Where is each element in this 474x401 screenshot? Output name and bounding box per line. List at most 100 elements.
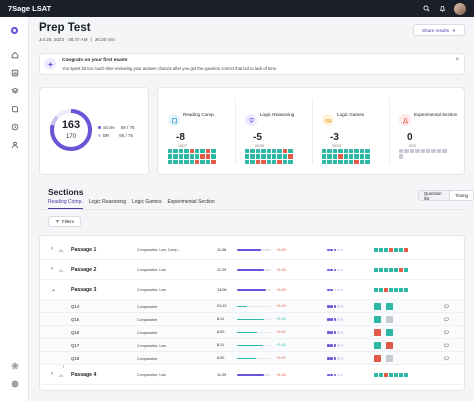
search-icon[interactable] <box>422 4 431 13</box>
gear-icon[interactable] <box>9 378 20 389</box>
answer-square <box>374 373 378 377</box>
tab-logic-reasoning[interactable]: Logic Reasoning <box>88 199 126 205</box>
chart-icon[interactable] <box>9 67 20 78</box>
time-diff: +4:28 <box>276 267 286 272</box>
test-duration: 36:20 min <box>94 37 115 42</box>
top-bar: 7Sage LSAT <box>0 0 474 17</box>
comment-icon[interactable] <box>443 330 449 335</box>
passage-row[interactable]: ⌄ Passage 3 Comparative, Law 13:06 +4:09 <box>40 280 464 300</box>
home-icon[interactable] <box>9 49 20 60</box>
difficulty-dots <box>327 344 344 347</box>
tab-reading-comp[interactable]: Reading Comp. <box>48 199 83 209</box>
question-row[interactable]: Q15 Comparative 8:11 +2:18 <box>40 313 464 326</box>
users-icon[interactable] <box>9 139 20 150</box>
difficulty-dots <box>327 288 344 292</box>
section-name: Logic Reasoning <box>260 112 295 117</box>
difficulty-dot <box>340 268 344 272</box>
time-spent: 11:29 <box>217 267 227 272</box>
answer-square <box>255 149 261 154</box>
avatar[interactable] <box>454 2 466 15</box>
comment-icon[interactable] <box>443 304 449 309</box>
question-row[interactable]: Q14 Comparative 01:12 +4:09 <box>40 300 464 313</box>
difficulty-dot <box>327 318 330 321</box>
timing-toggle[interactable]: Timing <box>448 191 473 200</box>
answer-grid <box>322 149 371 165</box>
question-name[interactable]: Q14 <box>71 304 80 309</box>
section-summary-2[interactable]: Logic Games -3 20/23 <box>312 88 389 176</box>
section-summary-1[interactable]: Logic Reasoning -5 20/25 <box>235 88 312 176</box>
passage-name[interactable]: Passage 2 <box>71 267 97 273</box>
difficulty-dot <box>327 357 330 360</box>
bell-icon[interactable] <box>438 4 447 13</box>
answer-square <box>332 159 338 165</box>
time-bar-fill <box>237 269 264 271</box>
answer-square <box>173 154 178 159</box>
question-name[interactable]: Q16 <box>71 330 80 335</box>
book-icon[interactable] <box>9 103 20 114</box>
answer-square <box>288 154 293 159</box>
tab-experimental[interactable]: Experimental Section <box>167 199 215 205</box>
passage-row[interactable]: › 8s Passage 1 Comparative, Law, Comp... 11:… <box>40 240 464 260</box>
question-row[interactable]: Q17 Comparative, Law 8:11 +2:18 <box>40 339 464 352</box>
section-summary-3[interactable]: Experimental Section 0 0/10 <box>389 88 466 176</box>
time-spent: 6:20 <box>217 356 225 361</box>
brand-logo[interactable]: 7Sage LSAT <box>8 4 52 13</box>
score-arc <box>50 109 92 151</box>
answer-square <box>271 154 277 159</box>
share-results-button[interactable]: Share results <box>413 24 465 36</box>
answer-square <box>189 159 194 165</box>
answer-square <box>379 248 383 252</box>
chevron-icon[interactable]: › <box>51 371 53 377</box>
answer-square <box>399 288 403 292</box>
chevron-icon[interactable]: › <box>51 246 53 252</box>
settings-icon[interactable] <box>9 360 20 371</box>
question-row[interactable]: Q16 Comparative 6:20 +4:00 <box>40 326 464 339</box>
logo-icon[interactable] <box>9 25 20 36</box>
question-type: Comparative <box>137 304 158 309</box>
comment-icon[interactable] <box>443 317 449 322</box>
question-name[interactable]: Q15 <box>71 317 80 322</box>
answer-square <box>394 248 398 252</box>
section-summary-0[interactable]: Reading Comp. -8 19/27 <box>158 88 235 176</box>
chevron-icon[interactable]: › <box>51 266 53 272</box>
passage-name[interactable]: Passage 4 <box>71 372 97 378</box>
tab-logic-games[interactable]: Logic Games <box>132 199 162 205</box>
answer-square <box>255 159 261 165</box>
answer-square <box>409 149 415 154</box>
answer-square <box>354 149 359 154</box>
difficulty-dot <box>340 331 344 334</box>
section-fraction: 20/25 <box>255 144 264 148</box>
question-name[interactable]: Q18 <box>71 356 80 361</box>
time-bar-fill <box>237 357 256 360</box>
answer-square <box>332 149 338 154</box>
question-list-toggle[interactable]: Question list <box>419 191 449 200</box>
passage-name[interactable]: Passage 3 <box>71 287 97 293</box>
difficulty-dot <box>333 288 337 292</box>
filters-button[interactable]: Filters <box>48 216 81 227</box>
answer-square <box>436 149 442 154</box>
difficulty-dot <box>330 373 333 377</box>
answer-square <box>399 373 403 377</box>
difficulty-dot <box>337 268 340 272</box>
layers-icon[interactable] <box>9 85 20 96</box>
answer-square <box>404 288 408 292</box>
clock-icon[interactable] <box>9 121 20 132</box>
question-name[interactable]: Q17 <box>71 343 80 348</box>
passage-row[interactable]: › 2s Passage 4 Comparative, Law 11:29 +4:28 <box>40 365 464 385</box>
answer-square <box>211 154 216 159</box>
comment-icon[interactable] <box>443 343 449 348</box>
answer-square <box>374 342 381 349</box>
question-row[interactable]: Q18 Comparative 6:20 +4:00 <box>40 352 464 365</box>
close-icon[interactable]: × <box>455 57 459 63</box>
answer-square <box>205 149 211 154</box>
answer-square <box>348 149 354 154</box>
time-diff: +4:00 <box>276 330 286 335</box>
comment-icon[interactable] <box>443 356 449 361</box>
passage-name[interactable]: Passage 1 <box>71 247 97 253</box>
answer-square <box>386 316 393 323</box>
score-ring: 163 170 <box>49 108 93 152</box>
question-type: Comparative, Law <box>137 268 166 272</box>
chevron-icon[interactable]: ⌄ <box>51 287 57 293</box>
answer-grid <box>399 149 448 159</box>
passage-row[interactable]: › 2s Passage 2 Comparative, Law 11:29 +4:28 <box>40 260 464 280</box>
